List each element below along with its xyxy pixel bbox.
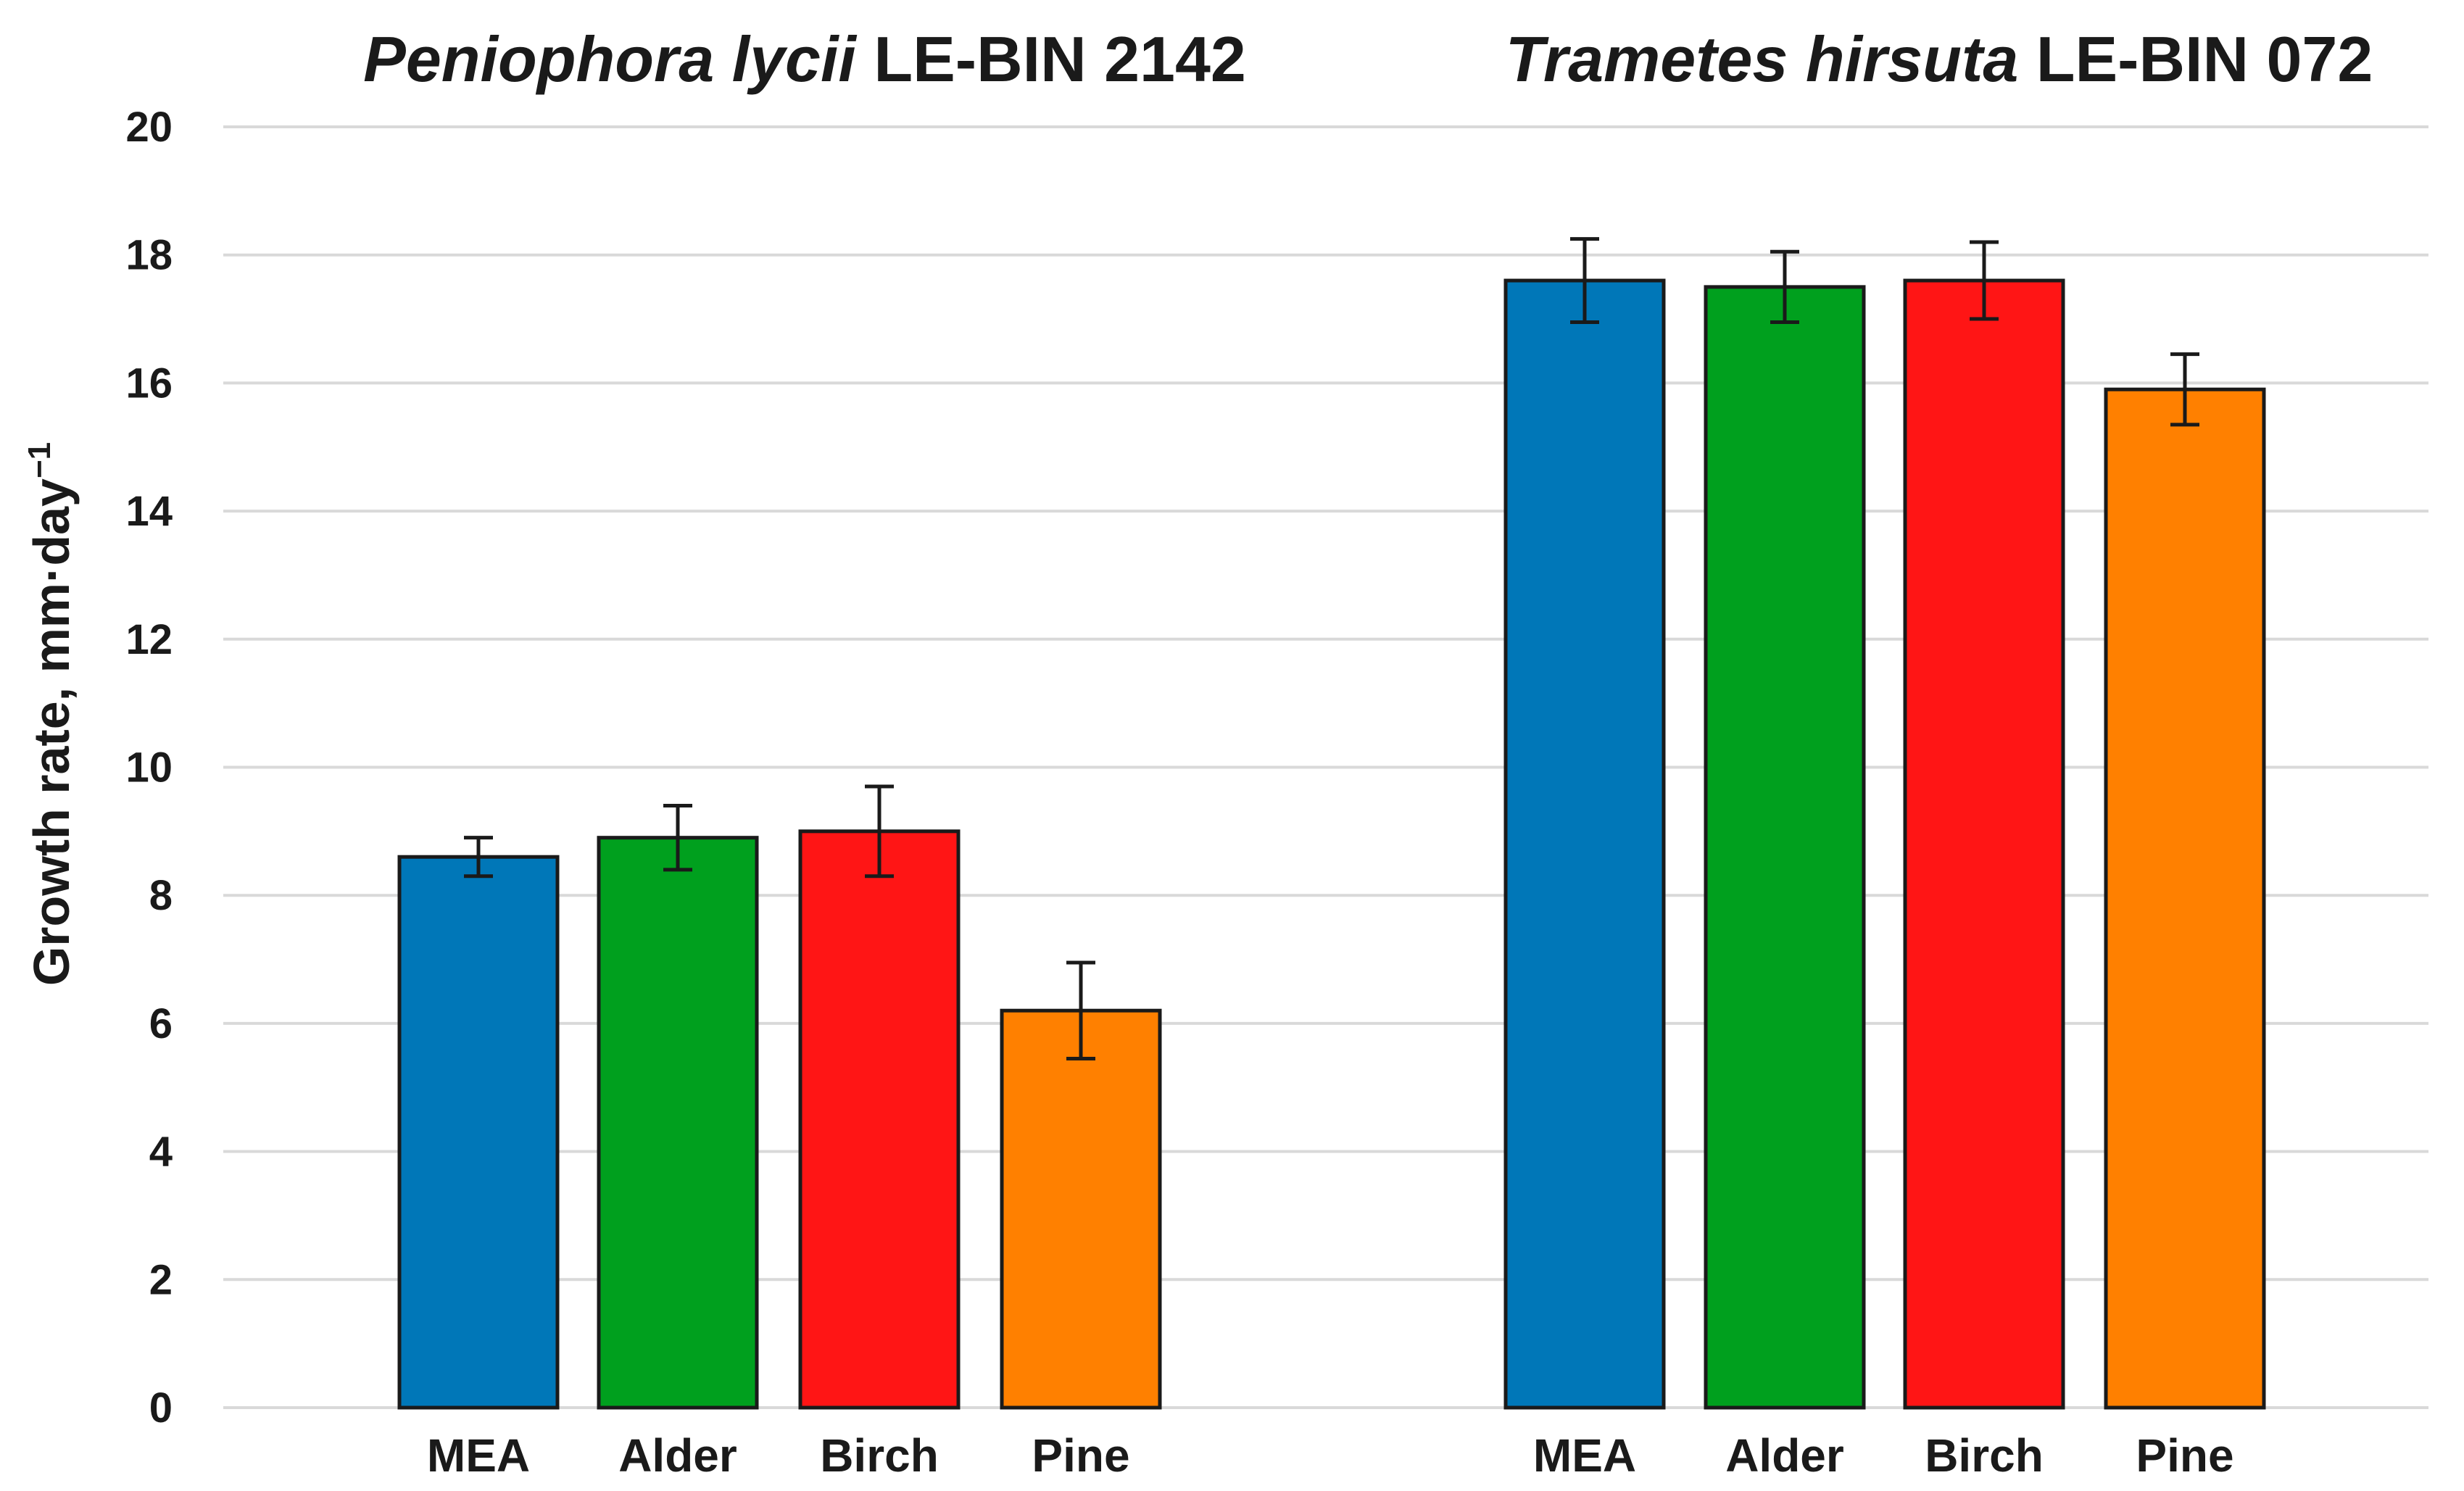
bar-2-birch — [1903, 278, 2065, 1410]
y-tick-label: 8 — [149, 872, 173, 919]
y-tick-label: 0 — [149, 1384, 173, 1432]
bar-1-birch — [798, 829, 961, 1410]
bar-1-mea — [397, 855, 560, 1410]
category-label: Alder — [1725, 1429, 1844, 1482]
panel-title-1-italic: Peniophora lycii — [363, 23, 857, 95]
bar-2-mea — [1503, 278, 1666, 1410]
y-axis-ticks: 0 2 4 6 8 10 12 14 16 18 20 — [125, 104, 173, 1432]
panel-title-1-rest: LE-BIN 2142 — [856, 23, 1246, 95]
category-label: Birch — [1925, 1429, 2044, 1482]
y-tick-label: 6 — [149, 1000, 173, 1047]
category-label: Pine — [1032, 1429, 1129, 1482]
category-label: MEA — [427, 1429, 530, 1482]
y-tick-label: 18 — [125, 232, 173, 279]
panel-title-2: Trametes hirsuta LE-BIN 072 — [1506, 23, 2373, 95]
y-axis-title-text: Growth rate, mm·day — [23, 478, 80, 986]
panel-title-2-rest: LE-BIN 072 — [2018, 23, 2373, 95]
bar-1-alder — [597, 836, 759, 1410]
category-label: Birch — [820, 1429, 939, 1482]
y-axis-title-superscript: −1 — [22, 442, 57, 478]
y-tick-label: 20 — [125, 104, 173, 151]
y-tick-label: 10 — [125, 744, 173, 792]
bar-1-pine — [1000, 1008, 1162, 1410]
y-tick-label: 4 — [149, 1129, 173, 1176]
bar-2-pine — [2104, 387, 2266, 1410]
y-axis-title: Growth rate, mm·day−1 — [22, 442, 80, 986]
y-tick-label: 16 — [125, 360, 173, 407]
panel-title-2-italic: Trametes hirsuta — [1506, 23, 2019, 95]
bar-2-alder — [1704, 285, 1866, 1410]
y-tick-label: 12 — [125, 616, 173, 663]
category-label: Alder — [618, 1429, 737, 1482]
category-label: MEA — [1533, 1429, 1636, 1482]
panel-title-1: Peniophora lycii LE-BIN 2142 — [363, 23, 1246, 95]
gridlines — [223, 125, 2428, 1409]
bars — [397, 237, 2266, 1410]
y-tick-label: 14 — [125, 488, 173, 535]
y-tick-label: 2 — [149, 1256, 173, 1303]
category-label: Pine — [2136, 1429, 2233, 1482]
category-labels: MEA Alder Birch Pine MEA Alder Birch Pine — [427, 1429, 2234, 1482]
